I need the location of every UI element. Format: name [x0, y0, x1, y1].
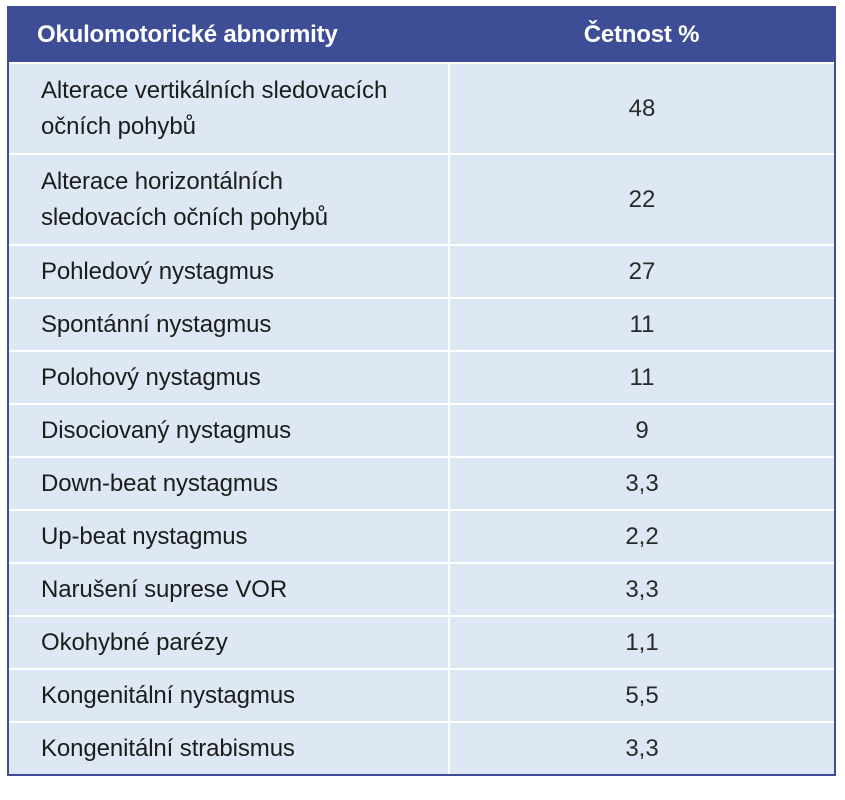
row-name: Kongenitální nystagmus	[9, 668, 449, 722]
row-name: Alterace horizontálních sledovacích očníc…	[9, 153, 449, 245]
row-value: 9	[448, 403, 834, 457]
row-name: Down-beat nystagmus	[9, 456, 449, 510]
row-value: 2,2	[448, 509, 834, 563]
table-row: Up-beat nystagmus 2,2	[9, 509, 834, 563]
table-row: Kongenitální strabismus 3,3	[9, 721, 834, 774]
header-frequency: Četnost %	[449, 8, 834, 63]
table-header: Okulomotorické abnormity Četnost %	[9, 8, 834, 63]
row-name: Disociovaný nystagmus	[9, 403, 449, 457]
table-row: Pohledový nystagmus 27	[9, 244, 834, 298]
row-value: 3,3	[448, 562, 834, 616]
table-row: Narušení suprese VOR 3,3	[9, 562, 834, 616]
row-value: 3,3	[448, 721, 834, 774]
row-name: Narušení suprese VOR	[9, 562, 449, 616]
table-row: Polohový nystagmus 11	[9, 350, 834, 404]
row-name: Pohledový nystagmus	[9, 244, 449, 298]
table-row: Alterace horizontálních sledovacích očníc…	[9, 153, 834, 245]
header-abnormity: Okulomotorické abnormity	[9, 8, 449, 63]
table-body: Alterace vertikálních sledovacích očních …	[9, 62, 834, 774]
row-value: 3,3	[448, 456, 834, 510]
table-row: Okohybné parézy 1,1	[9, 615, 834, 669]
row-value: 11	[448, 297, 834, 351]
row-value: 5,5	[448, 668, 834, 722]
row-value: 22	[448, 153, 834, 245]
row-name: Up-beat nystagmus	[9, 509, 449, 563]
table-row: Down-beat nystagmus 3,3	[9, 456, 834, 510]
row-value: 11	[448, 350, 834, 404]
row-value: 1,1	[448, 615, 834, 669]
row-name: Spontánní nystagmus	[9, 297, 449, 351]
row-name: Alterace vertikálních sledovacích očních …	[9, 62, 449, 154]
row-value: 27	[448, 244, 834, 298]
data-table-container: Okulomotorické abnormity Četnost % Alter…	[7, 6, 836, 776]
row-name: Polohový nystagmus	[9, 350, 449, 404]
table-row: Kongenitální nystagmus 5,5	[9, 668, 834, 722]
row-name: Okohybné parézy	[9, 615, 449, 669]
row-value: 48	[448, 62, 834, 154]
table-row: Spontánní nystagmus 11	[9, 297, 834, 351]
oculomotor-abnormities-table: Okulomotorické abnormity Četnost % Alter…	[9, 8, 834, 774]
table-row: Disociovaný nystagmus 9	[9, 403, 834, 457]
table-row: Alterace vertikálních sledovacích očních …	[9, 62, 834, 154]
row-name: Kongenitální strabismus	[9, 721, 449, 774]
header-row: Okulomotorické abnormity Četnost %	[9, 8, 834, 63]
